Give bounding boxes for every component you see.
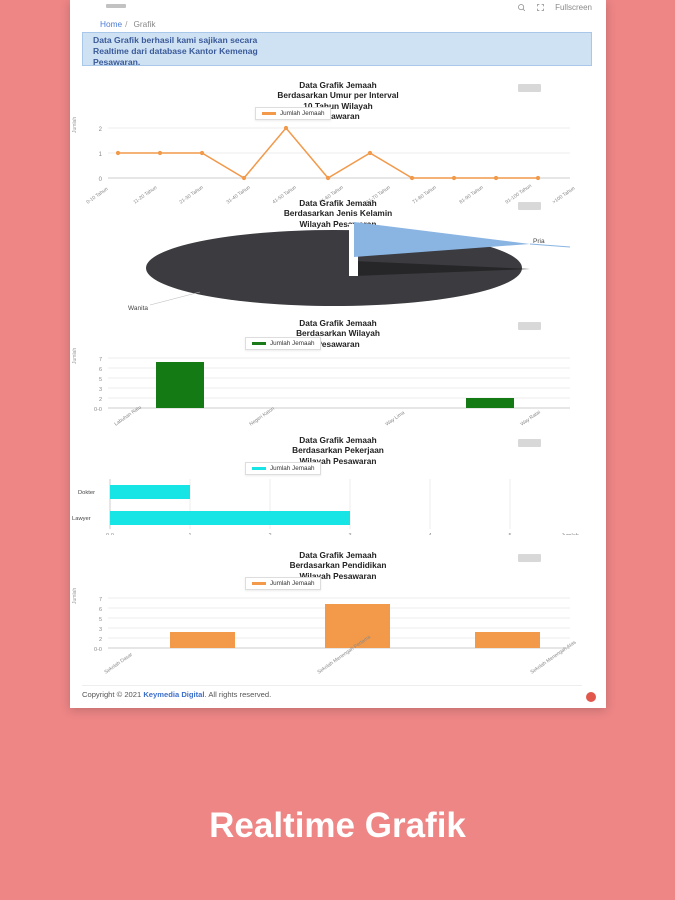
svg-text:2: 2	[99, 397, 102, 403]
svg-text:1: 1	[188, 533, 191, 535]
svg-text:4: 4	[428, 533, 431, 535]
svg-text:3: 3	[99, 387, 102, 393]
svg-text:2: 2	[99, 127, 103, 133]
svg-text:0: 0	[99, 177, 103, 183]
svg-text:6: 6	[99, 367, 102, 373]
svg-text:Wanita: Wanita	[128, 305, 148, 312]
svg-text:7: 7	[99, 357, 102, 363]
svg-text:Pria: Pria	[533, 238, 545, 245]
svg-text:0-0: 0-0	[106, 533, 114, 535]
svg-text:Lawyer: Lawyer	[72, 516, 91, 522]
svg-text:0-0: 0-0	[94, 407, 102, 413]
svg-text:5: 5	[99, 617, 102, 623]
svg-text:1: 1	[99, 152, 103, 158]
svg-text:2: 2	[99, 637, 102, 643]
svg-text:5: 5	[508, 533, 511, 535]
svg-text:3: 3	[348, 533, 351, 535]
svg-text:5: 5	[99, 377, 102, 383]
svg-text:7: 7	[99, 597, 102, 603]
svg-text:Dokter: Dokter	[78, 490, 95, 496]
svg-text:2: 2	[268, 533, 271, 535]
svg-text:3: 3	[99, 627, 102, 633]
svg-text:Jumlah: Jumlah	[561, 533, 579, 535]
svg-text:0-0: 0-0	[94, 647, 102, 653]
svg-text:6: 6	[99, 607, 102, 613]
